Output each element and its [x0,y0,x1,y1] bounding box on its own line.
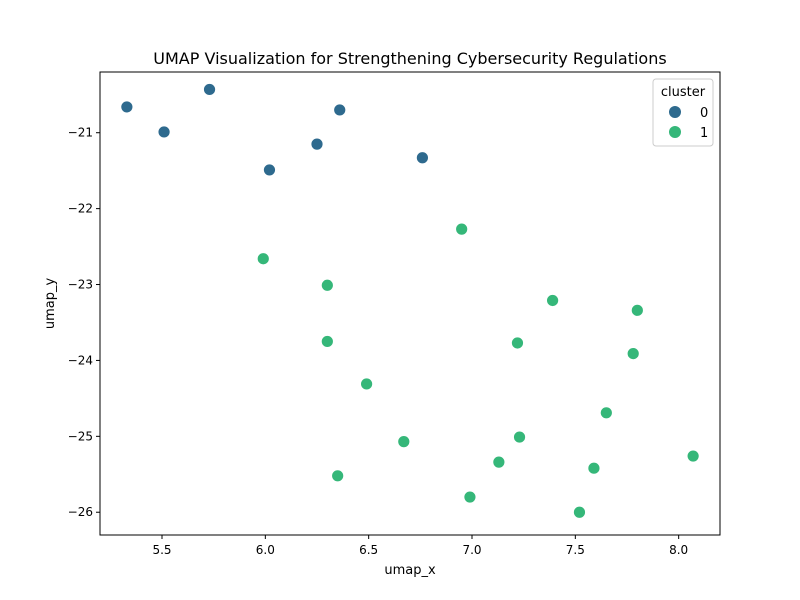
y-tick-label: −26 [68,505,93,519]
data-point-cluster-1 [320,278,334,292]
x-tick-label: 5.5 [152,543,171,557]
y-tick-label: −24 [68,353,93,367]
data-point-cluster-1 [573,505,586,519]
data-point-cluster-1 [587,461,601,475]
y-tick-label: −23 [68,278,93,292]
data-point-cluster-1 [511,336,524,350]
y-tick-label: −25 [68,429,93,443]
data-point-cluster-1 [256,252,270,266]
legend-label-cluster-0: 0 [700,106,708,121]
plot-frame [99,71,721,536]
data-point-cluster-1 [492,455,506,469]
plot-area [100,72,720,535]
x-axis: 5.5 6.0 6.5 7.0 7.5 8.0 [152,535,688,557]
data-point-cluster-0 [333,103,347,117]
data-point-cluster-1 [513,430,526,444]
data-point-cluster-1 [397,435,411,449]
data-point-cluster-1 [360,377,374,391]
data-point-cluster-1 [455,222,469,236]
data-point-cluster-0 [415,151,429,165]
y-axis-label: umap_y [43,278,58,330]
y-axis: −21 −22 −23 −24 −25 −26 [68,126,100,519]
chart-title: UMAP Visualization for Strengthening Cyb… [153,49,666,68]
data-point-cluster-1 [686,449,700,463]
data-point-cluster-1 [320,335,334,348]
y-tick-label: −22 [68,202,93,216]
data-point-cluster-1 [331,469,345,483]
legend-marker-cluster-1 [669,126,681,138]
data-point-cluster-1 [599,406,613,420]
legend-label-cluster-1: 1 [700,126,708,141]
x-axis-label: umap_x [384,563,436,578]
data-point-cluster-1 [626,347,640,360]
x-tick-label: 7.0 [462,543,481,557]
legend-title: cluster [661,85,706,100]
legend-box [652,78,714,147]
x-tick-label: 7.5 [566,543,585,557]
data-point-cluster-0 [263,163,276,177]
data-point-cluster-1 [463,490,477,504]
x-tick-label: 6.0 [256,543,275,557]
data-point-cluster-0 [157,125,171,139]
legend: cluster 0 1 [652,78,714,147]
y-tick-label: −21 [68,126,93,140]
data-point-cluster-1 [546,294,559,307]
data-point-cluster-0 [203,83,216,96]
x-tick-label: 6.5 [359,543,378,557]
data-point-cluster-0 [120,100,134,114]
data-point-cluster-1 [630,303,644,317]
data-point-cluster-0 [310,137,324,151]
data-points [120,83,700,519]
x-tick-label: 8.0 [669,543,688,557]
legend-marker-cluster-0 [669,106,681,118]
